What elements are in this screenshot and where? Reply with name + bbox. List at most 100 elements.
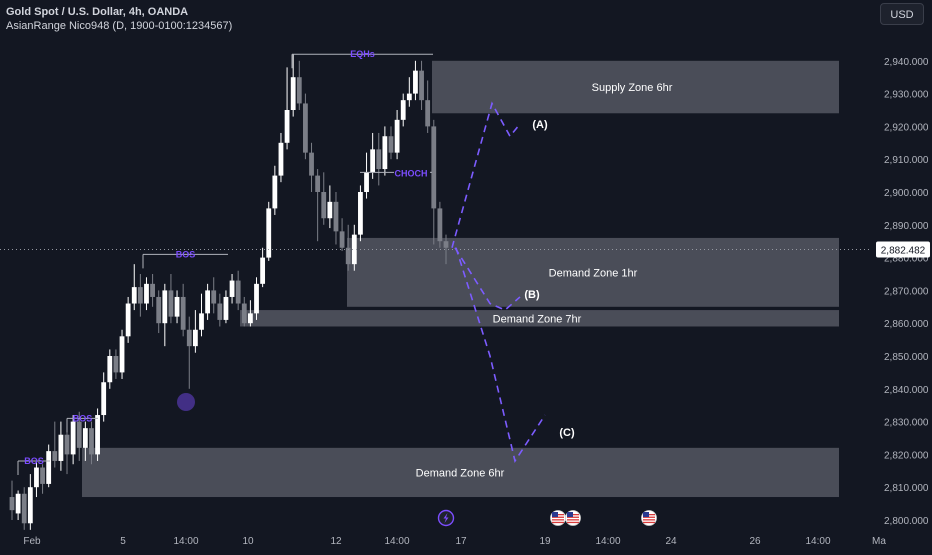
candle-body xyxy=(9,497,15,511)
candle-body xyxy=(217,303,223,320)
candle-body xyxy=(309,152,314,176)
zone-label: Demand Zone 6hr xyxy=(416,467,505,479)
candle-body xyxy=(431,126,437,209)
candle-body xyxy=(358,192,363,235)
us-flag-icon[interactable] xyxy=(565,510,581,526)
scenario-label: (A) xyxy=(532,119,548,131)
candle-body xyxy=(425,100,431,127)
candle-body xyxy=(333,201,339,232)
candle-body xyxy=(272,175,278,209)
candle-body xyxy=(400,100,406,120)
candle-body xyxy=(46,451,52,484)
candle-body xyxy=(284,110,290,143)
price-tag-text: 2,882.482 xyxy=(881,245,926,256)
price-tick-label: 2,880.000 xyxy=(884,254,929,265)
candle-body xyxy=(437,208,443,242)
candle-body xyxy=(296,77,302,104)
price-tick-label: 2,820.000 xyxy=(884,450,929,461)
candle-body xyxy=(150,283,155,297)
candle-body xyxy=(290,77,296,110)
time-tick-label: 5 xyxy=(120,536,126,547)
time-tick-label: 12 xyxy=(330,536,342,547)
price-tick-label: 2,860.000 xyxy=(884,319,929,330)
candle-body xyxy=(339,231,345,248)
annotation-label: BOS xyxy=(24,456,44,466)
candle-body xyxy=(52,451,58,461)
candle-body xyxy=(223,296,229,320)
candle-body xyxy=(211,290,217,304)
candle-body xyxy=(156,296,162,324)
time-tick-label: 10 xyxy=(242,536,254,547)
scenario-path xyxy=(454,247,521,312)
candle-body xyxy=(327,201,333,219)
annotation-label: BOS xyxy=(176,249,196,259)
candle-body xyxy=(82,428,88,448)
annotation-label: BOS xyxy=(73,413,93,423)
lightning-icon[interactable] xyxy=(437,509,455,527)
sweep-marker xyxy=(177,393,195,411)
price-tick-label: 2,800.000 xyxy=(884,516,929,527)
candle-body xyxy=(382,136,388,170)
scenario-path xyxy=(451,101,519,248)
candle-body xyxy=(260,257,266,284)
candle-body xyxy=(144,283,149,304)
currency-button[interactable]: USD xyxy=(880,3,924,25)
candle-body xyxy=(315,175,321,192)
candle-body xyxy=(303,103,308,153)
candle-body xyxy=(119,336,125,373)
candle-body xyxy=(137,287,143,304)
candle-body xyxy=(370,149,376,173)
candle-body xyxy=(278,142,284,176)
price-tick-label: 2,900.000 xyxy=(884,188,929,199)
candle-body xyxy=(376,149,382,170)
scenario-label: (B) xyxy=(524,289,540,301)
candle-body xyxy=(388,136,394,153)
price-tick-label: 2,910.000 xyxy=(884,155,929,166)
zone-box[interactable] xyxy=(240,310,839,327)
candle-body xyxy=(113,356,119,373)
zone-label: Supply Zone 6hr xyxy=(592,82,673,94)
zone-box[interactable] xyxy=(432,60,839,114)
time-tick-label: 14:00 xyxy=(805,536,830,547)
us-flag-icon[interactable] xyxy=(641,510,657,526)
zone-label: Demand Zone 1hr xyxy=(549,267,638,279)
price-tick-label: 2,890.000 xyxy=(884,221,929,232)
candle-body xyxy=(125,303,131,337)
candle-body xyxy=(21,493,27,524)
candle-body xyxy=(27,487,33,524)
time-tick-label: 14:00 xyxy=(595,536,620,547)
candle-body xyxy=(321,192,327,219)
candle-body xyxy=(76,421,82,448)
candle-body xyxy=(266,208,272,258)
candle-body xyxy=(101,382,107,416)
candle-body xyxy=(247,313,253,324)
zone-box[interactable] xyxy=(82,447,839,498)
candle-body xyxy=(241,303,247,324)
candle-body xyxy=(205,290,211,314)
time-tick-label: Ma xyxy=(872,536,886,547)
candle-body xyxy=(58,434,64,461)
us-flag-icon[interactable] xyxy=(550,510,566,526)
time-tick-label: 19 xyxy=(539,536,551,547)
indicator-legend: AsianRange Nico948 (D, 1900-0100:1234567… xyxy=(6,20,233,32)
candle-body xyxy=(162,290,168,324)
candle-body xyxy=(364,172,369,192)
price-tick-label: 2,850.000 xyxy=(884,352,929,363)
time-tick-label: 14:00 xyxy=(173,536,198,547)
candle-body xyxy=(131,287,137,304)
zone-label: Demand Zone 7hr xyxy=(493,313,582,325)
candle-body xyxy=(394,119,400,153)
candle-body xyxy=(15,493,21,514)
candle-body xyxy=(40,467,45,484)
candle-body xyxy=(174,296,180,317)
time-tick-label: 24 xyxy=(665,536,677,547)
price-tick-label: 2,840.000 xyxy=(884,385,929,396)
candle-body xyxy=(70,421,76,455)
candle-body xyxy=(406,93,412,101)
candle-body xyxy=(180,296,186,330)
zone-box[interactable] xyxy=(347,237,839,307)
candle-body xyxy=(95,415,100,455)
price-axis-bg xyxy=(872,0,932,550)
